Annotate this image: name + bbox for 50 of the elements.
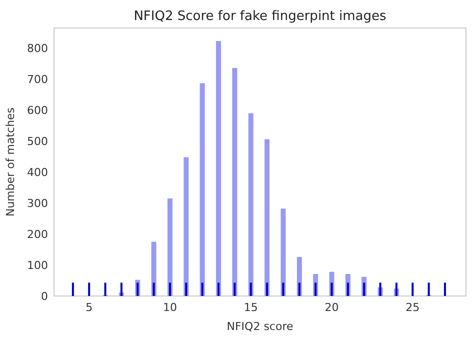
bar [264, 139, 270, 296]
x-axis-title: NFIQ2 score [226, 320, 294, 333]
bar [330, 282, 333, 296]
bar [234, 282, 236, 296]
bar [346, 282, 349, 296]
bar [167, 198, 172, 296]
bar [184, 157, 189, 296]
y-tick-label: 400 [27, 166, 48, 179]
bar [232, 68, 238, 296]
y-tick-label: 300 [27, 196, 48, 210]
bar [266, 282, 268, 296]
bar [218, 282, 220, 296]
y-tick-label: 800 [27, 42, 48, 55]
bar [72, 282, 74, 296]
x-tick-label: 10 [162, 301, 177, 314]
bar [88, 282, 90, 296]
chart-title: NFIQ2 Score for fake fingerpint images [134, 9, 387, 24]
bar [379, 282, 382, 296]
bar [200, 83, 205, 296]
x-tick-label: 15 [244, 301, 258, 314]
bar [248, 113, 254, 296]
bar [250, 282, 252, 296]
y-axis-title: Number of matches [4, 107, 17, 217]
bar [216, 41, 222, 296]
bar [201, 282, 204, 296]
bar [282, 282, 284, 296]
x-tick-label: 25 [406, 301, 420, 314]
bar [298, 282, 300, 296]
y-tick-label: 200 [27, 228, 48, 241]
bar [136, 282, 139, 296]
x-tick-label: 20 [324, 301, 339, 314]
bar [412, 282, 414, 296]
bar [151, 242, 156, 296]
x-tick-label: 5 [86, 301, 93, 314]
bar [168, 282, 171, 296]
y-tick-label: 700 [27, 72, 48, 86]
bar [152, 282, 155, 296]
bar [314, 282, 317, 296]
bar [185, 282, 188, 296]
y-tick-label: 500 [27, 134, 48, 148]
bar [444, 282, 446, 296]
bar [280, 208, 286, 296]
bar [104, 282, 106, 296]
bar [363, 282, 366, 296]
y-tick-label: 600 [27, 104, 48, 117]
y-tick-label: 0 [41, 290, 48, 303]
bar [120, 282, 122, 296]
y-tick-label: 100 [27, 258, 48, 272]
bar [428, 282, 430, 296]
bar [395, 282, 398, 296]
